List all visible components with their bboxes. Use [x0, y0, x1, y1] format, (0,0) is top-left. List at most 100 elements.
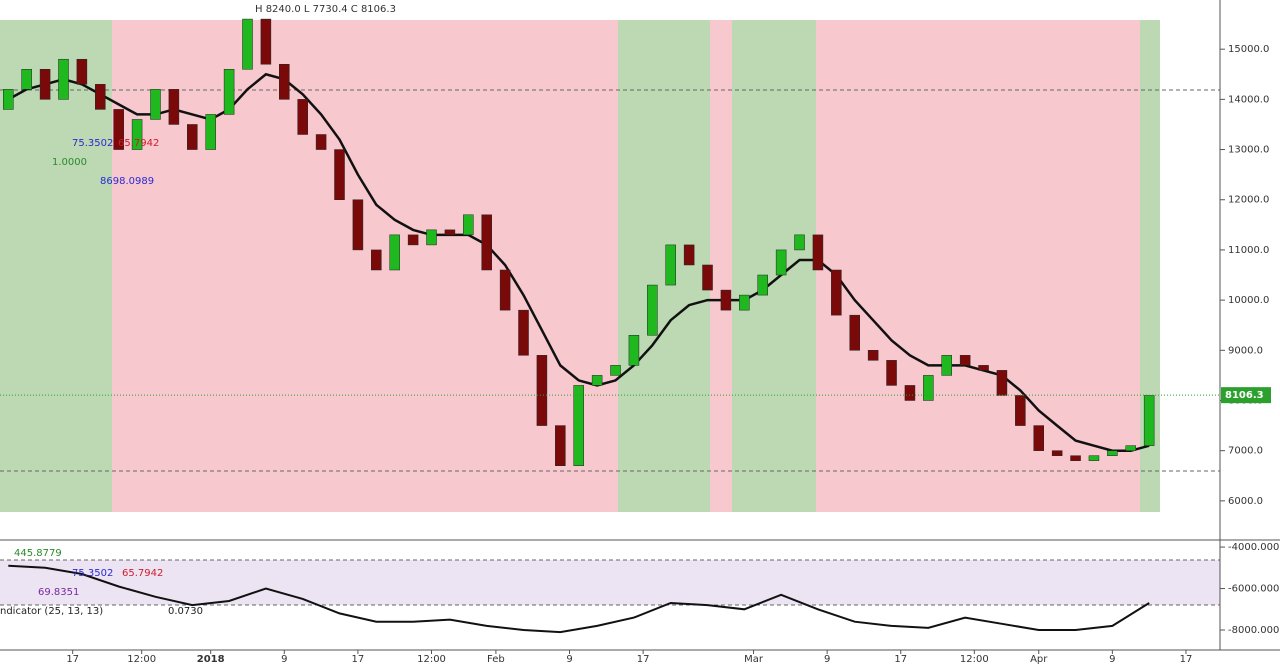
candle [978, 365, 989, 371]
candle [812, 234, 824, 271]
ohlc-header: H 8240.0 L 7730.4 C 8106.3 [255, 4, 396, 15]
candle [1125, 445, 1137, 451]
candle [39, 69, 51, 100]
candle [683, 244, 695, 266]
x-tick-label: 9 [281, 654, 287, 665]
candle [187, 124, 198, 150]
indicator-value: 65.7942 [118, 138, 159, 149]
indicator-value: 1.0000 [52, 157, 87, 168]
x-tick-label: 17 [66, 654, 79, 665]
y-tick-label: 6000.0 [1228, 496, 1263, 507]
last-price-label: 8106.3 [1225, 390, 1264, 401]
candle [1051, 450, 1063, 456]
candle [334, 149, 345, 200]
candle [481, 214, 492, 271]
y-tick-label: 12000.0 [1228, 195, 1269, 206]
buy-zone [0, 20, 112, 512]
candle [21, 69, 32, 90]
candle [95, 84, 106, 110]
x-tick-label: 2018 [197, 654, 225, 665]
candle [555, 425, 566, 466]
buy-zone [732, 20, 816, 512]
candle [831, 269, 842, 316]
candle [389, 234, 400, 271]
candle [58, 58, 69, 100]
y-tick-label: -8000.0000 [1228, 625, 1280, 636]
candle [702, 264, 713, 291]
candle [1143, 395, 1155, 446]
y-tick-label: 9000.0 [1228, 345, 1263, 356]
candle [665, 244, 676, 286]
candle [628, 334, 640, 366]
candle [499, 269, 511, 311]
candle [113, 109, 124, 150]
oscillator-line [8, 564, 1150, 634]
x-tick-label: 9 [1109, 654, 1115, 665]
candle [959, 355, 971, 366]
candle [3, 89, 14, 110]
candle [260, 18, 272, 65]
x-tick-label: 12:00 [960, 654, 989, 665]
y-tick-label: 10000.0 [1228, 295, 1269, 306]
candle [923, 375, 934, 401]
x-tick-label: 17 [1180, 654, 1193, 665]
moving-average [7, 72, 1150, 452]
indicator-value: 8698.0989 [100, 176, 154, 187]
candle [996, 370, 1008, 396]
indicator-value: 69.8351 [38, 587, 79, 598]
candle [150, 89, 161, 120]
candle [794, 234, 805, 251]
band [0, 560, 1220, 605]
candle [1015, 395, 1026, 426]
candle [1070, 455, 1081, 461]
candle [371, 249, 382, 271]
y-tick-label: 15000.0 [1228, 44, 1269, 55]
y-tick-label: -4000.0000 [1228, 542, 1280, 553]
candle [867, 350, 879, 361]
last-price-box [1221, 387, 1271, 404]
buy-zone [618, 20, 710, 512]
candle [904, 385, 916, 401]
candle [1088, 455, 1100, 461]
buy-zone [1140, 20, 1160, 512]
y-tick-label: 11000.0 [1228, 245, 1269, 256]
candle [886, 360, 897, 386]
x-tick-label: 12:00 [127, 654, 156, 665]
x-tick-label: Mar [744, 654, 764, 665]
candle [647, 284, 658, 336]
candle [1107, 450, 1118, 456]
candle [168, 89, 180, 125]
indicator-value: 75.3502 [72, 138, 113, 149]
candle [444, 229, 456, 236]
candle [315, 134, 327, 150]
indicator-value: 75.3502 [72, 568, 113, 579]
candle [463, 214, 474, 236]
x-tick-label: 17 [894, 654, 907, 665]
candle [518, 309, 529, 356]
candle [610, 365, 621, 376]
candle [757, 274, 768, 296]
candle [536, 355, 548, 426]
indicator-value: 445.8779 [14, 548, 62, 559]
y-tick-label: -6000.0000 [1228, 584, 1280, 595]
candle [775, 249, 787, 276]
candle [720, 289, 732, 311]
candle [205, 114, 216, 150]
x-tick-label: 9 [566, 654, 572, 665]
candle [849, 314, 860, 351]
candle [591, 375, 603, 386]
indicator-value: ndicator (25, 13, 13) [0, 606, 103, 617]
x-tick-label: Apr [1030, 654, 1048, 665]
y-tick-label: 7000.0 [1228, 446, 1263, 457]
x-tick-label: 17 [352, 654, 365, 665]
y-tick-label: 14000.0 [1228, 94, 1269, 105]
indicator-value: 0.0730 [168, 606, 203, 617]
candle [941, 355, 952, 376]
candle [1033, 425, 1044, 451]
candle [242, 18, 253, 70]
x-tick-label: 9 [824, 654, 830, 665]
candle [407, 234, 419, 246]
candle [223, 69, 235, 115]
candle [573, 385, 584, 466]
